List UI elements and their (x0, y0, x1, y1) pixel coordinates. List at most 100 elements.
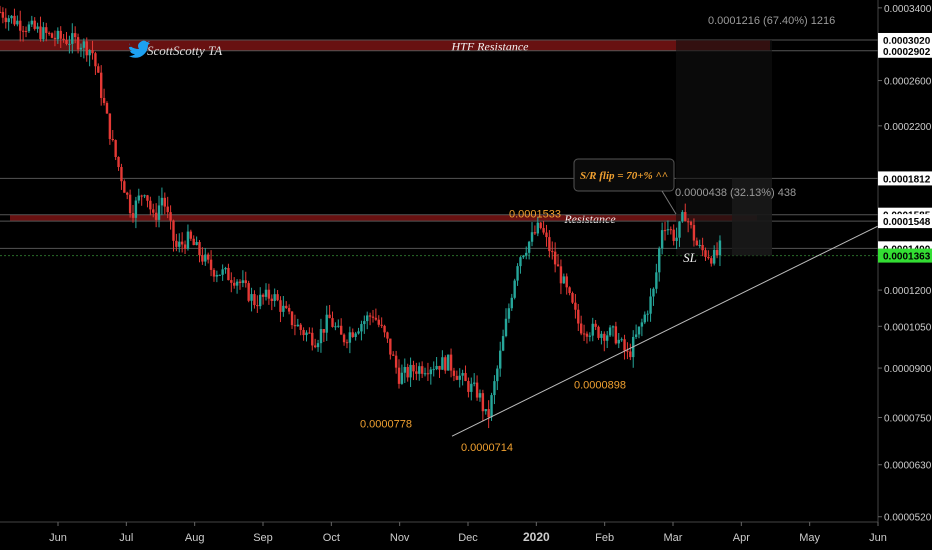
candle-body (394, 355, 398, 368)
candle-body (646, 313, 649, 315)
candle-body (467, 381, 470, 392)
candle-body (435, 365, 438, 370)
candle-body (235, 281, 239, 286)
candle-body (675, 237, 678, 241)
candle-body (7, 18, 10, 23)
candle-body (371, 316, 375, 318)
candle-body (33, 20, 36, 29)
candle-body (452, 370, 456, 376)
candle-body (666, 229, 670, 231)
candle-body (510, 297, 513, 309)
candle-body (259, 294, 262, 307)
y-tick-label: 0.0000750 (884, 413, 932, 424)
candle-body (79, 47, 83, 50)
candle-body (513, 280, 516, 298)
candle-body (594, 323, 597, 327)
candle-body (678, 221, 681, 238)
candle-body (204, 254, 207, 262)
candle-body (273, 294, 276, 301)
time-axis: Jun Jul Aug Sep Oct Nov Dec 2020 Feb Mar Apr May Jun (0, 521, 887, 544)
candle-body (461, 373, 464, 376)
x-tick-label: Mar (664, 532, 683, 544)
candle-body (227, 267, 230, 281)
candle-body (56, 30, 60, 40)
candle-body (634, 334, 638, 337)
candle-body (470, 383, 473, 392)
candle-body (195, 242, 198, 246)
price-annotation: 0.0000778 (360, 419, 412, 431)
candle-body (354, 333, 357, 337)
candle-body (68, 43, 71, 45)
trendline[interactable] (451, 225, 879, 437)
candle-body (525, 252, 528, 256)
candle-body (201, 255, 204, 262)
resistance-zone (0, 39, 770, 51)
candle-body (629, 351, 632, 358)
candle-body (0, 11, 2, 13)
price-annotation: 0.0000714 (461, 442, 513, 454)
candle-body (423, 373, 427, 375)
annotations: 0.0000778 0.0000714 0.0001533 0.0000898 SL S/… (360, 158, 697, 454)
candle-body (718, 240, 722, 256)
candle-body (553, 251, 557, 265)
candle-body (218, 274, 221, 276)
candle-body (418, 366, 421, 374)
candle-body (620, 339, 623, 341)
candle-body (357, 331, 360, 334)
candle-body (698, 244, 701, 246)
watermark-text: ScottScotty TA (147, 43, 222, 58)
candle-body (658, 248, 661, 273)
candle-body (47, 32, 51, 34)
candle-body (383, 325, 386, 333)
candle-body (339, 325, 343, 335)
twitter-bird-icon (129, 40, 150, 58)
candle-body (192, 238, 195, 246)
candle-body (481, 393, 485, 412)
x-tick-label: Dec (458, 532, 478, 544)
y-tick-label: 0.0000900 (884, 364, 932, 375)
candle-body (681, 212, 684, 222)
candle-body (545, 232, 548, 238)
zone-label: HTF Resistance (451, 39, 530, 53)
candle-body (574, 302, 577, 310)
candle-body (608, 327, 612, 336)
price-axis-bg (878, 0, 932, 550)
candle-body (409, 364, 412, 378)
candle-body (374, 317, 378, 320)
candle-body (499, 350, 502, 369)
candle-body (97, 66, 100, 73)
candle-body (522, 255, 525, 258)
candle-body (140, 195, 143, 197)
candle-body (209, 259, 213, 270)
candle-body (313, 345, 317, 348)
candle-body (449, 354, 453, 371)
candle-body (250, 294, 253, 301)
candle-body (215, 274, 219, 277)
candle-body (253, 294, 256, 306)
candle-body (152, 209, 155, 213)
candle-body (270, 298, 273, 301)
candle-body (62, 38, 65, 40)
candle-body (342, 334, 346, 343)
candle-body (65, 39, 68, 44)
candle-body (311, 332, 314, 346)
candle-body (175, 240, 178, 247)
sl-label: SL (683, 250, 697, 265)
price-axis: 0.0003400 0.0002600 0.0002200 0.0001200 0.00… (877, 0, 932, 550)
candle-body (559, 266, 563, 284)
candle-body (36, 26, 39, 29)
candle-body (579, 323, 583, 334)
resistance-zones: HTF Resistance Resistance (0, 39, 770, 226)
candle-body (21, 30, 25, 32)
candle-body (319, 329, 323, 344)
y-tick-label: 0.0001200 (884, 286, 932, 297)
candle-body (10, 15, 13, 19)
candle-body (305, 332, 308, 336)
candle-body (241, 280, 245, 283)
candle-body (507, 308, 511, 319)
candle-body (53, 37, 57, 40)
candle-body (334, 326, 337, 328)
candle-body (287, 308, 291, 312)
candle-series (0, 5, 722, 429)
